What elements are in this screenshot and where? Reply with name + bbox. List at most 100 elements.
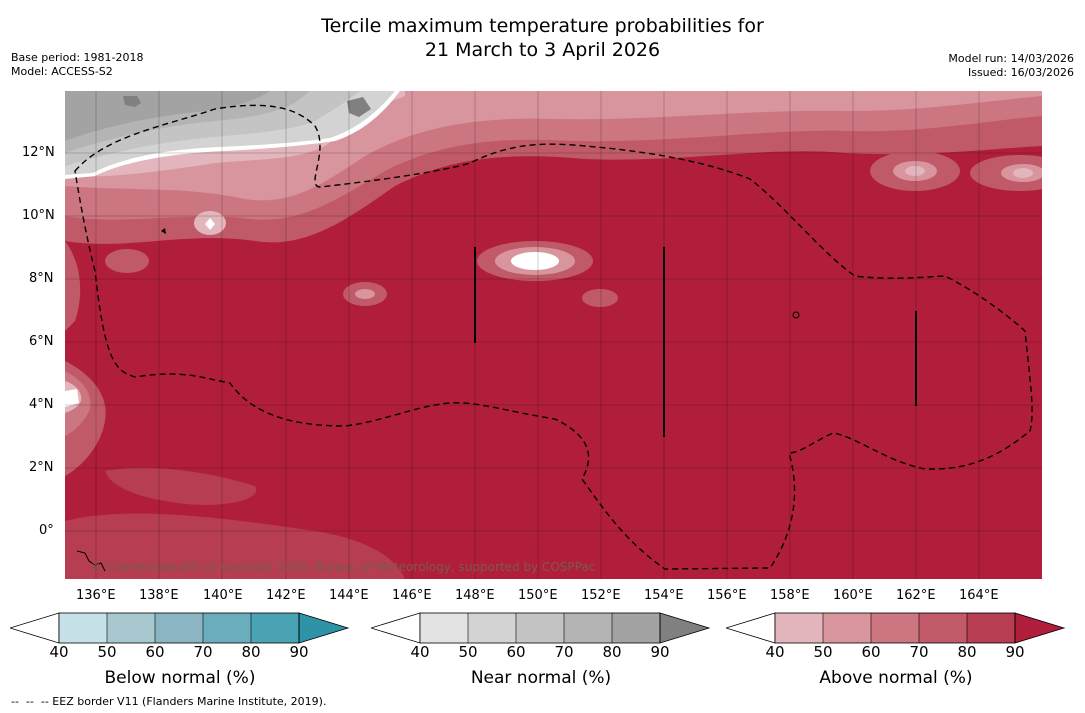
cb3-arrow-right xyxy=(1014,612,1066,644)
cb1-seg-1 xyxy=(59,613,107,643)
cb1-tick-50: 50 xyxy=(97,643,117,661)
issued-text: Issued: 16/03/2026 xyxy=(967,66,1074,79)
lon-label-144e: 144°E xyxy=(329,588,369,603)
near-normal-90-patch-2 xyxy=(347,97,371,117)
cb2-frame xyxy=(419,612,661,644)
lon-label-148e: 148°E xyxy=(455,588,495,603)
cb2-tick-50: 50 xyxy=(458,643,478,661)
colorbar-above-normal xyxy=(726,612,1066,644)
cb2-tick-40: 40 xyxy=(410,643,430,661)
lon-label-136e: 136°E xyxy=(76,588,116,603)
lon-label-164e: 164°E xyxy=(959,588,999,603)
cb2-title: Near normal (%) xyxy=(470,668,612,688)
hotspot-2-core xyxy=(355,289,375,299)
lat-label-2n: 2°N xyxy=(29,460,54,475)
near-normal-90-patch xyxy=(123,96,141,107)
eez-footnote: -- -- -- EEZ border V11 (Flanders Marine… xyxy=(11,695,327,708)
cb1-tick-40: 40 xyxy=(49,643,69,661)
hotspot-1-core xyxy=(511,252,559,270)
lat-label-10n: 10°N xyxy=(22,208,55,223)
lon-label-150e: 150°E xyxy=(518,588,558,603)
west-white-patch xyxy=(65,389,79,407)
cb2-tick-80: 80 xyxy=(602,643,622,661)
cb1-arrow-left xyxy=(10,612,60,644)
cb1-seg-2 xyxy=(107,613,155,643)
island-mark-3 xyxy=(161,228,166,234)
cb1-tick-90: 90 xyxy=(289,643,309,661)
lat-label-4n: 4°N xyxy=(29,397,54,412)
island-mark-1 xyxy=(792,311,800,319)
cb3-tick-60: 60 xyxy=(861,643,881,661)
lon-label-142e: 142°E xyxy=(266,588,306,603)
cb2-tick-60: 60 xyxy=(506,643,526,661)
south-band-2 xyxy=(65,513,405,579)
cb3-seg-1 xyxy=(775,613,823,643)
cb1-frame xyxy=(58,612,300,644)
west-band-1 xyxy=(65,241,81,331)
cb1-seg-5 xyxy=(251,613,299,643)
cb2-seg-2 xyxy=(468,613,516,643)
colorbar-below-normal xyxy=(10,612,350,644)
cb1-seg-4 xyxy=(203,613,251,643)
cb3-seg-2 xyxy=(823,613,871,643)
model-run-text: Model run: 14/03/2026 xyxy=(948,52,1074,65)
copyright-text: © Commonwealth of Australia 2026, Bureau… xyxy=(90,560,595,574)
cb2-seg-5 xyxy=(612,613,660,643)
cb3-seg-4 xyxy=(919,613,967,643)
cb3-title: Above normal (%) xyxy=(819,668,973,688)
island-mark-2 xyxy=(76,550,106,572)
lon-label-160e: 160°E xyxy=(833,588,873,603)
lat-label-8n: 8°N xyxy=(29,271,54,286)
cb2-seg-3 xyxy=(516,613,564,643)
cb3-seg-3 xyxy=(871,613,919,643)
lon-label-158e: 158°E xyxy=(770,588,810,603)
cb2-tick-70: 70 xyxy=(554,643,574,661)
cb3-tick-80: 80 xyxy=(957,643,977,661)
hotspot-7-core xyxy=(1013,168,1033,178)
title-line-2: 21 March to 3 April 2026 xyxy=(424,39,661,61)
lon-label-154e: 154°E xyxy=(644,588,684,603)
cb3-tick-40: 40 xyxy=(765,643,785,661)
cb2-seg-1 xyxy=(420,613,468,643)
map-title: Tercile maximum temperature probabilitie… xyxy=(0,14,1085,62)
hotspot-5-core xyxy=(205,218,215,230)
hotspot-4 xyxy=(105,249,149,273)
cb1-tick-70: 70 xyxy=(193,643,213,661)
lon-label-156e: 156°E xyxy=(707,588,747,603)
lon-label-146e: 146°E xyxy=(392,588,432,603)
lat-label-0: 0° xyxy=(39,523,54,538)
meta-right: Model run: 14/03/2026 Issued: 16/03/2026 xyxy=(948,52,1074,80)
eez-border xyxy=(74,104,1033,570)
cb3-tick-90: 90 xyxy=(1005,643,1025,661)
cb1-seg-3 xyxy=(155,613,203,643)
base-period-text: Base period: 1981-2018 xyxy=(11,51,144,64)
cb1-tick-80: 80 xyxy=(241,643,261,661)
cb2-arrow-left xyxy=(371,612,421,644)
cb1-tick-60: 60 xyxy=(145,643,165,661)
hotspot-3 xyxy=(582,289,618,307)
probability-map: © Commonwealth of Australia 2026, Bureau… xyxy=(65,91,1042,579)
cb2-seg-4 xyxy=(564,613,612,643)
cb2-tick-90: 90 xyxy=(650,643,670,661)
near-normal-80 xyxy=(65,91,270,141)
cb3-frame xyxy=(774,612,1016,644)
cb3-tick-50: 50 xyxy=(813,643,833,661)
cb3-arrow-left xyxy=(726,612,776,644)
lon-label-140e: 140°E xyxy=(203,588,243,603)
model-text: Model: ACCESS-S2 xyxy=(11,65,113,78)
cb3-seg-5 xyxy=(967,613,1015,643)
lon-label-138e: 138°E xyxy=(139,588,179,603)
lat-label-12n: 12°N xyxy=(22,145,55,160)
cb2-arrow-right xyxy=(659,612,711,644)
lon-label-162e: 162°E xyxy=(896,588,936,603)
cb1-arrow-right xyxy=(298,612,350,644)
title-line-1: Tercile maximum temperature probabilitie… xyxy=(321,15,764,37)
cb3-tick-70: 70 xyxy=(909,643,929,661)
lat-label-6n: 6°N xyxy=(29,334,54,349)
cb1-title: Below normal (%) xyxy=(104,668,256,688)
colorbar-near-normal xyxy=(371,612,711,644)
lon-label-152e: 152°E xyxy=(581,588,621,603)
hotspot-6-core xyxy=(905,166,925,176)
meta-left: Base period: 1981-2018 Model: ACCESS-S2 xyxy=(11,51,143,79)
south-band-1 xyxy=(105,467,257,506)
